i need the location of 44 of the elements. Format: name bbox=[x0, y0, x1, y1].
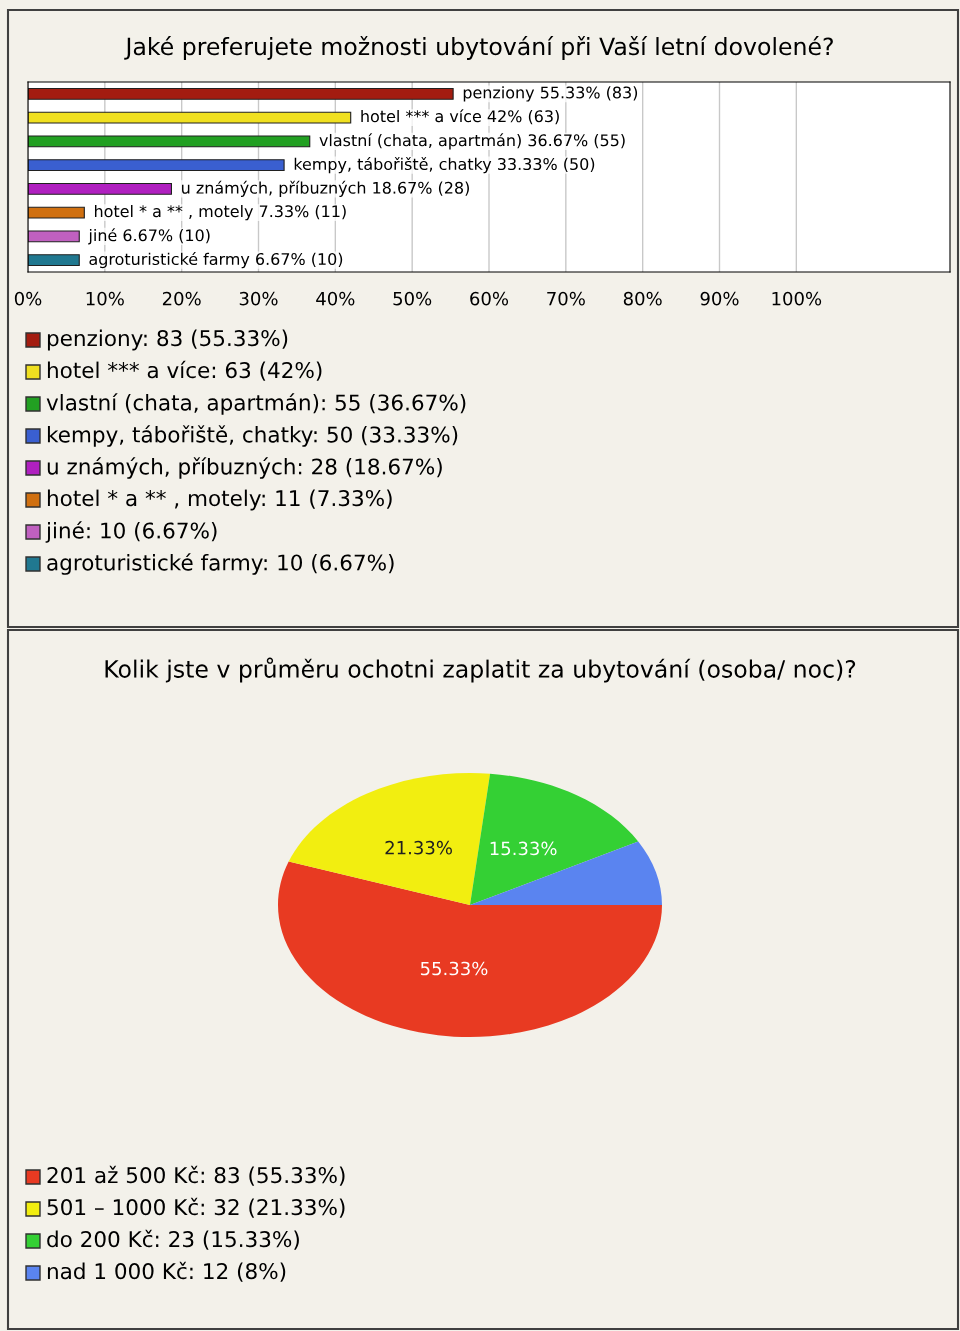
data-label: hotel *** a více 42% (63) bbox=[361, 109, 559, 125]
bar bbox=[28, 87, 454, 100]
text: kempy, tábořiště, chatky: 50 (33.33%) bbox=[47, 425, 458, 447]
x-tick-label: 0% bbox=[14, 291, 42, 306]
chart-title: Kolik jste v průměru ochotni zaplatit za ubytování (osoba/ noc)? bbox=[105, 657, 856, 683]
text: hotel * a ** , motely: 11 (7.33%) bbox=[47, 489, 392, 511]
bar bbox=[28, 230, 80, 243]
text: vlastní (chata, apartmán): 55 (36.67%) bbox=[46, 393, 466, 415]
x-tick-label: 40% bbox=[316, 291, 355, 306]
x-tick-label: 20% bbox=[162, 291, 201, 306]
x-tick-label: 80% bbox=[623, 291, 662, 306]
text: jiné: 10 (6.67%) bbox=[45, 521, 217, 543]
text: 501 – 1000 Kč: 32 (21.33%) bbox=[47, 1197, 345, 1218]
data-label: vlastní (chata, apartmán) 36.67% (55) bbox=[319, 133, 625, 150]
x-tick-label: 60% bbox=[470, 291, 509, 306]
text: penziony: 83 (55.33%) bbox=[47, 329, 288, 351]
data-label: hotel * a ** , motely 7.33% (11) bbox=[94, 204, 346, 221]
data-label: agroturistické farmy 6.67% (10) bbox=[89, 252, 343, 269]
x-tick-label: 70% bbox=[547, 291, 585, 306]
bar bbox=[28, 206, 85, 219]
bar bbox=[28, 182, 173, 195]
x-tick-label: 10% bbox=[86, 291, 124, 306]
x-tick-label: 50% bbox=[393, 291, 432, 306]
text: nad 1 000 Kč: 12 (8%) bbox=[47, 1261, 286, 1282]
text: hotel *** a více: 63 (42%) bbox=[47, 360, 322, 381]
x-tick-label: 30% bbox=[239, 291, 278, 306]
text: u známých, příbuzných: 28 (18.67%) bbox=[47, 457, 442, 479]
data-label: penziony 55.33% (83) bbox=[463, 86, 638, 102]
bar bbox=[28, 159, 285, 172]
chart-title: Jaké preferujete možnosti ubytování při Vaší letní dovolené? bbox=[124, 36, 833, 60]
x-tick-label: 100% bbox=[772, 291, 822, 306]
data-label: u známých, příbuzných 18.67% (28) bbox=[182, 180, 469, 197]
data-label: 21.33% bbox=[385, 840, 452, 855]
bar bbox=[28, 135, 311, 148]
text: 201 až 500 Kč: 83 (55.33%) bbox=[47, 1165, 345, 1186]
data-label: 55.33% bbox=[420, 961, 488, 976]
data-label: 15.33% bbox=[490, 841, 557, 856]
text: do 200 Kč: 23 (15.33%) bbox=[47, 1229, 299, 1250]
text: agroturistické farmy: 10 (6.67%) bbox=[47, 553, 394, 575]
x-tick-label: 90% bbox=[700, 291, 739, 306]
bar bbox=[28, 254, 80, 267]
data-label: kempy, tábořiště, chatky 33.33% (50) bbox=[294, 157, 595, 174]
bar bbox=[28, 111, 352, 124]
data-label: jiné 6.67% (10) bbox=[88, 228, 210, 245]
